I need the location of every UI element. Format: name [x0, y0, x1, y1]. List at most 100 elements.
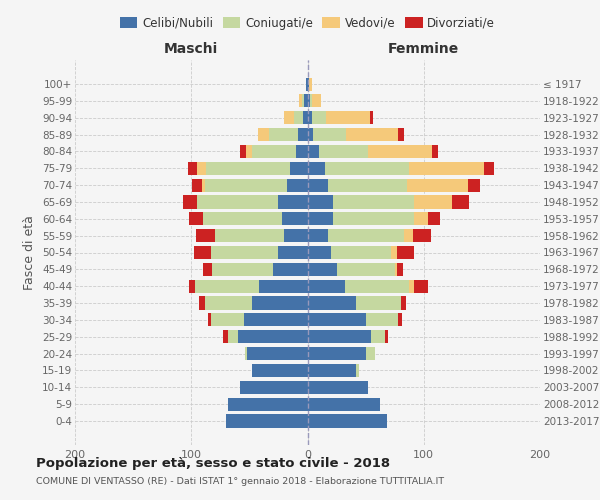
Bar [308, 111, 312, 124]
Bar [196, 229, 215, 242]
Bar [208, 314, 211, 326]
Bar [308, 296, 356, 310]
Bar [272, 263, 308, 276]
Bar [205, 296, 252, 310]
Bar [284, 111, 293, 124]
Bar [308, 94, 310, 108]
Bar [308, 414, 386, 428]
Bar [409, 280, 415, 293]
Bar [205, 178, 287, 192]
Bar [278, 196, 308, 208]
Bar [189, 212, 203, 226]
Bar [308, 229, 328, 242]
Bar [308, 280, 344, 293]
Bar [432, 145, 438, 158]
Bar [346, 128, 398, 141]
Bar [308, 380, 368, 394]
Bar [240, 380, 308, 394]
Text: Femmine: Femmine [388, 42, 460, 56]
Bar [328, 178, 407, 192]
Bar [484, 162, 494, 175]
Bar [371, 330, 385, 344]
Bar [385, 330, 388, 344]
Bar [304, 94, 308, 108]
Text: COMUNE DI VENTASSO (RE) - Dati ISTAT 1° gennaio 2018 - Elaborazione TUTTITALIA.I: COMUNE DI VENTASSO (RE) - Dati ISTAT 1° … [36, 478, 444, 486]
Bar [308, 128, 313, 141]
Bar [333, 196, 415, 208]
Bar [203, 212, 282, 226]
Bar [415, 196, 452, 208]
Bar [259, 280, 308, 293]
Text: Popolazione per età, sesso e stato civile - 2018: Popolazione per età, sesso e stato civil… [36, 458, 390, 470]
Bar [391, 246, 397, 259]
Bar [407, 178, 468, 192]
Y-axis label: Fasce di età: Fasce di età [23, 215, 37, 290]
Bar [246, 145, 252, 158]
Bar [203, 263, 212, 276]
Bar [215, 229, 284, 242]
Bar [308, 212, 333, 226]
Bar [211, 314, 244, 326]
Bar [193, 178, 202, 192]
Bar [202, 178, 205, 192]
Bar [398, 128, 404, 141]
Bar [229, 330, 238, 344]
Bar [195, 280, 259, 293]
Bar [356, 364, 359, 377]
Bar [368, 145, 432, 158]
Bar [308, 314, 365, 326]
Bar [229, 398, 308, 410]
Bar [299, 94, 302, 108]
Bar [415, 280, 428, 293]
Bar [308, 145, 319, 158]
Bar [398, 314, 401, 326]
Legend: Celibi/Nubili, Coniugati/e, Vedovi/e, Divorziati/e: Celibi/Nubili, Coniugati/e, Vedovi/e, Di… [115, 12, 500, 34]
Bar [212, 263, 272, 276]
Bar [365, 347, 375, 360]
Bar [188, 162, 197, 175]
Bar [211, 246, 278, 259]
Bar [468, 178, 479, 192]
Bar [298, 128, 308, 141]
Bar [308, 246, 331, 259]
Bar [404, 229, 413, 242]
Bar [325, 162, 409, 175]
Bar [333, 212, 415, 226]
Bar [308, 347, 365, 360]
Bar [284, 229, 308, 242]
Bar [356, 296, 401, 310]
Bar [245, 347, 247, 360]
Bar [247, 347, 308, 360]
Bar [428, 212, 440, 226]
Bar [395, 263, 397, 276]
Bar [197, 196, 278, 208]
Bar [308, 196, 333, 208]
Bar [365, 314, 398, 326]
Bar [313, 128, 346, 141]
Bar [226, 414, 308, 428]
Bar [307, 78, 308, 90]
Bar [319, 145, 368, 158]
Bar [223, 330, 229, 344]
Bar [269, 128, 298, 141]
Bar [303, 111, 308, 124]
Bar [302, 94, 304, 108]
Bar [308, 78, 312, 90]
Bar [397, 263, 403, 276]
Bar [326, 111, 370, 124]
Bar [183, 196, 197, 208]
Bar [189, 280, 195, 293]
Bar [308, 178, 328, 192]
Bar [252, 296, 308, 310]
Bar [194, 246, 211, 259]
Bar [337, 263, 395, 276]
Bar [397, 246, 415, 259]
Bar [344, 280, 409, 293]
Bar [413, 229, 431, 242]
Bar [206, 162, 290, 175]
Bar [244, 314, 308, 326]
Bar [415, 212, 428, 226]
Bar [252, 364, 308, 377]
Text: Maschi: Maschi [164, 42, 218, 56]
Bar [296, 145, 308, 158]
